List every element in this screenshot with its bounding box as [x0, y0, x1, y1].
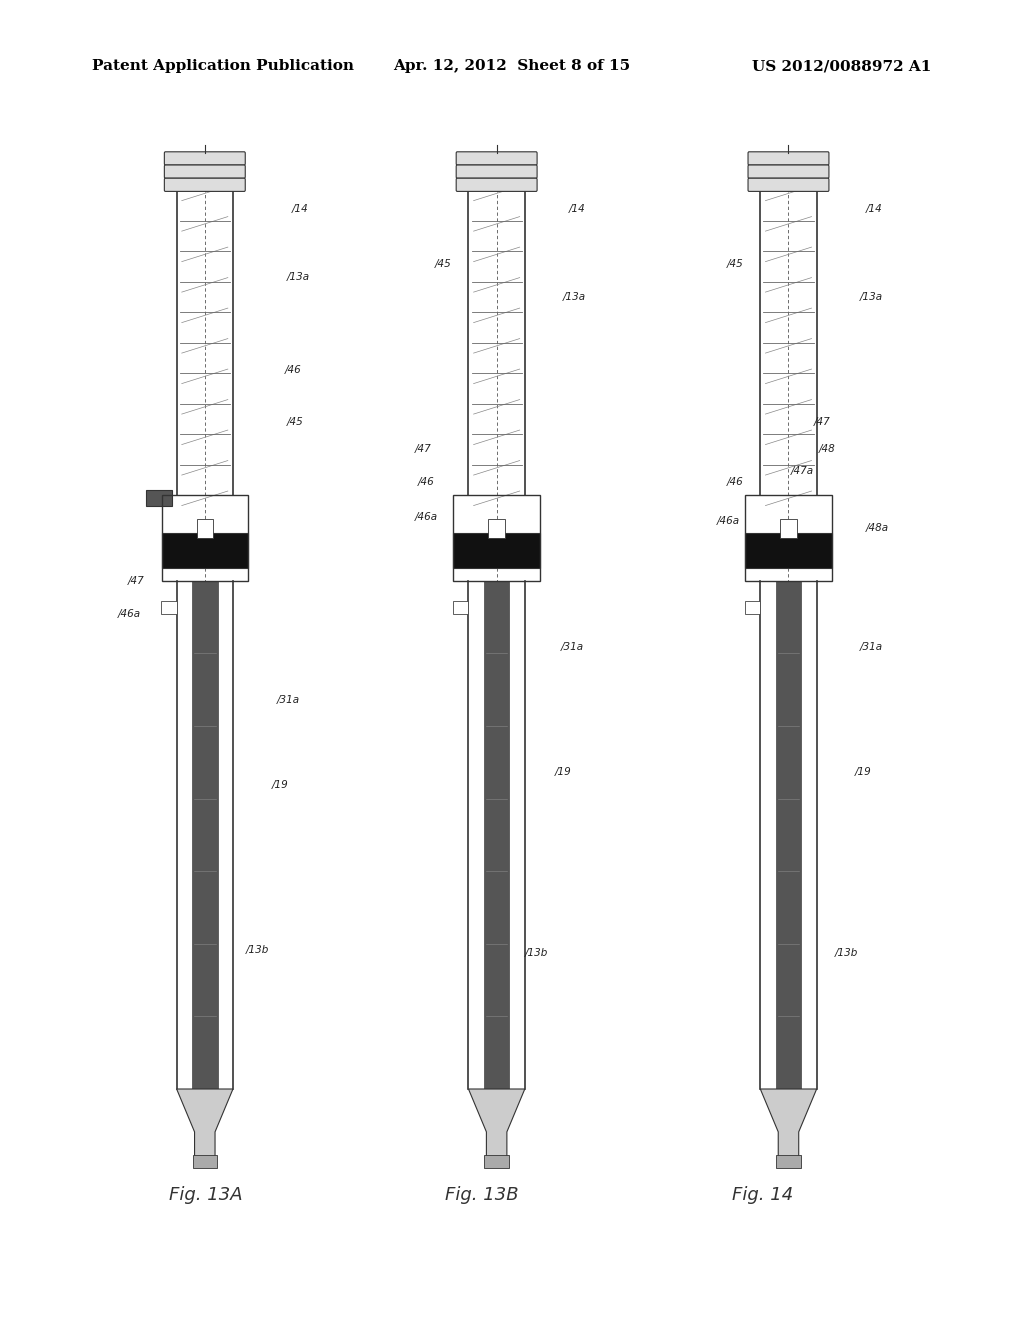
PathPatch shape — [760, 1089, 817, 1162]
Text: /13a: /13a — [563, 292, 587, 302]
Text: /47: /47 — [814, 417, 830, 428]
Text: /31a: /31a — [561, 642, 585, 652]
Text: /45: /45 — [435, 259, 452, 269]
Text: /19: /19 — [555, 767, 571, 777]
Bar — [776, 581, 802, 1089]
Bar — [454, 495, 540, 581]
Bar — [162, 495, 248, 581]
FancyBboxPatch shape — [164, 152, 246, 165]
Text: Fig. 14: Fig. 14 — [732, 1185, 794, 1204]
FancyBboxPatch shape — [748, 152, 829, 165]
Bar — [193, 1155, 217, 1168]
Text: /14: /14 — [292, 203, 308, 214]
FancyBboxPatch shape — [457, 152, 537, 165]
Text: /48: /48 — [819, 444, 836, 454]
Bar — [162, 601, 177, 614]
Text: US 2012/0088972 A1: US 2012/0088972 A1 — [753, 59, 932, 74]
Text: /45: /45 — [287, 417, 303, 428]
Text: /13a: /13a — [287, 272, 310, 282]
Text: /13a: /13a — [860, 292, 884, 302]
Bar — [776, 1155, 801, 1168]
Bar — [483, 581, 510, 1089]
Text: /46: /46 — [418, 477, 434, 487]
Bar — [197, 519, 213, 539]
PathPatch shape — [468, 1089, 524, 1162]
Bar — [146, 490, 172, 506]
Text: /31a: /31a — [276, 694, 300, 705]
FancyBboxPatch shape — [748, 165, 829, 178]
Text: /46: /46 — [285, 364, 301, 375]
Bar — [162, 533, 248, 568]
Text: /46: /46 — [727, 477, 743, 487]
Text: /13b: /13b — [835, 948, 858, 958]
Text: /19: /19 — [271, 780, 288, 791]
Text: Patent Application Publication: Patent Application Publication — [92, 59, 354, 74]
Bar — [488, 519, 505, 539]
Text: Fig. 13B: Fig. 13B — [445, 1185, 519, 1204]
FancyBboxPatch shape — [457, 165, 537, 178]
Text: /13b: /13b — [246, 945, 269, 956]
Bar — [780, 519, 797, 539]
Text: /48a: /48a — [865, 523, 889, 533]
Bar — [745, 533, 831, 568]
Text: /13b: /13b — [524, 948, 548, 958]
Bar — [484, 1155, 509, 1168]
PathPatch shape — [177, 1089, 233, 1162]
Text: /19: /19 — [855, 767, 871, 777]
Text: Apr. 12, 2012  Sheet 8 of 15: Apr. 12, 2012 Sheet 8 of 15 — [393, 59, 631, 74]
Text: /31a: /31a — [860, 642, 884, 652]
Bar — [193, 581, 217, 1089]
Text: /47: /47 — [128, 576, 144, 586]
Text: /47a: /47a — [791, 466, 814, 477]
Bar — [745, 601, 760, 614]
Text: /47: /47 — [415, 444, 431, 454]
FancyBboxPatch shape — [748, 178, 829, 191]
Bar — [453, 601, 468, 614]
Bar — [454, 533, 540, 568]
Text: /46a: /46a — [415, 512, 438, 523]
Text: /14: /14 — [865, 203, 882, 214]
Bar — [745, 495, 831, 581]
FancyBboxPatch shape — [164, 178, 246, 191]
Text: /46a: /46a — [717, 516, 740, 527]
FancyBboxPatch shape — [164, 165, 246, 178]
Text: /46a: /46a — [118, 609, 141, 619]
Text: /45: /45 — [727, 259, 743, 269]
Text: /14: /14 — [568, 203, 585, 214]
Text: Fig. 13A: Fig. 13A — [169, 1185, 243, 1204]
FancyBboxPatch shape — [457, 178, 537, 191]
